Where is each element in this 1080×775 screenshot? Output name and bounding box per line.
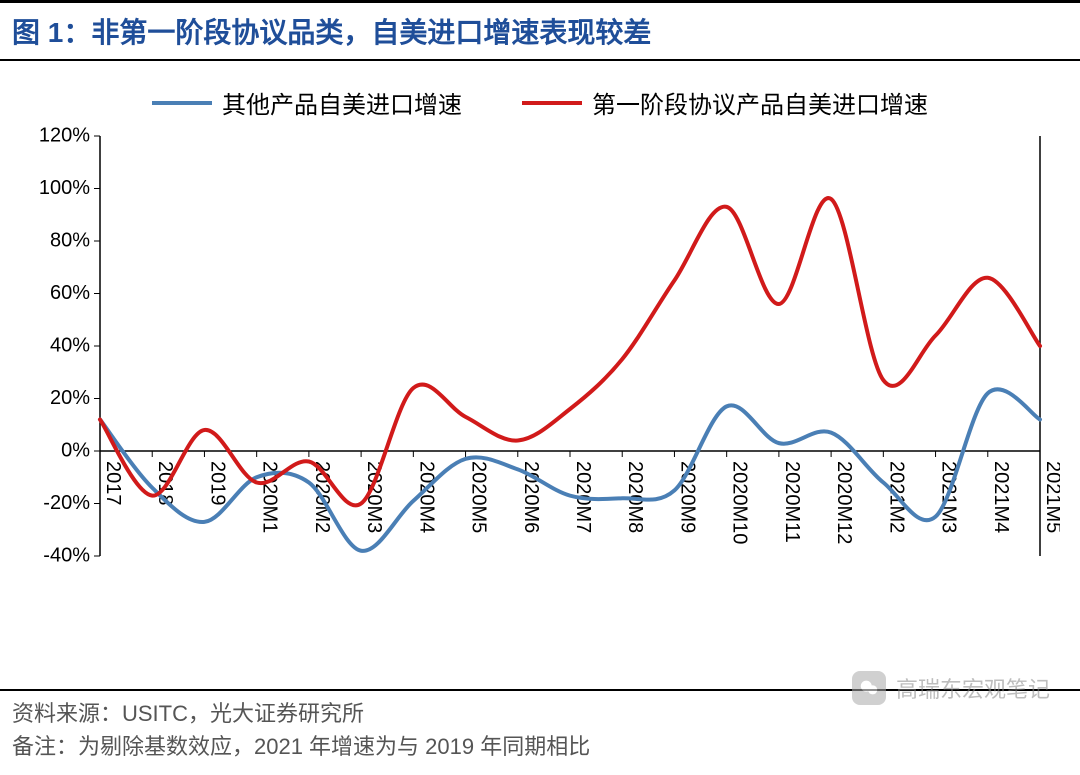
svg-text:60%: 60% [50, 282, 90, 304]
chart-area: 其他产品自美进口增速 第一阶段协议产品自美进口增速 -40% -20% 0% 20% 40… [0, 61, 1080, 689]
svg-text:2021M5: 2021M5 [1042, 461, 1060, 533]
legend-item: 第一阶段协议产品自美进口增速 [522, 85, 928, 120]
legend-label: 其他产品自美进口增速 [222, 85, 462, 120]
wechat-icon [852, 671, 886, 705]
legend-swatch [522, 101, 582, 105]
svg-text:2020M5: 2020M5 [468, 461, 490, 533]
svg-text:-40%: -40% [43, 544, 90, 566]
note-line: 备注：为剔除基数效应，2021 年增速为与 2019 年同期相比 [12, 730, 1068, 763]
svg-text:2021M4: 2021M4 [990, 461, 1012, 533]
svg-text:20%: 20% [50, 387, 90, 409]
svg-text:40%: 40% [50, 334, 90, 356]
chart-title: 图 1：非第一阶段协议品类，自美进口增速表现较差 [12, 11, 1068, 51]
svg-text:2020M11: 2020M11 [781, 461, 803, 543]
svg-text:100%: 100% [39, 177, 90, 199]
svg-text:-20%: -20% [43, 492, 90, 514]
chart-title-bar: 图 1：非第一阶段协议品类，自美进口增速表现较差 [0, 0, 1080, 61]
watermark: 高瑞东宏观笔记 [852, 671, 1050, 705]
legend-item: 其他产品自美进口增速 [152, 85, 462, 120]
svg-text:2020M10: 2020M10 [729, 461, 751, 544]
svg-text:2019: 2019 [206, 461, 228, 506]
legend-swatch [152, 101, 212, 105]
watermark-text: 高瑞东宏观笔记 [896, 672, 1050, 704]
svg-text:0%: 0% [61, 439, 90, 461]
svg-text:2020M12: 2020M12 [833, 461, 855, 544]
chart-svg: -40%-20%0%20%40%60%80%100%120%2017201820… [20, 126, 1060, 666]
legend: 其他产品自美进口增速 第一阶段协议产品自美进口增速 [20, 71, 1060, 126]
plot: -40%-20%0%20%40%60%80%100%120%2017201820… [20, 126, 1060, 666]
svg-text:2017: 2017 [102, 461, 124, 506]
svg-text:80%: 80% [50, 229, 90, 251]
svg-text:120%: 120% [39, 126, 90, 146]
legend-label: 第一阶段协议产品自美进口增速 [592, 85, 928, 120]
